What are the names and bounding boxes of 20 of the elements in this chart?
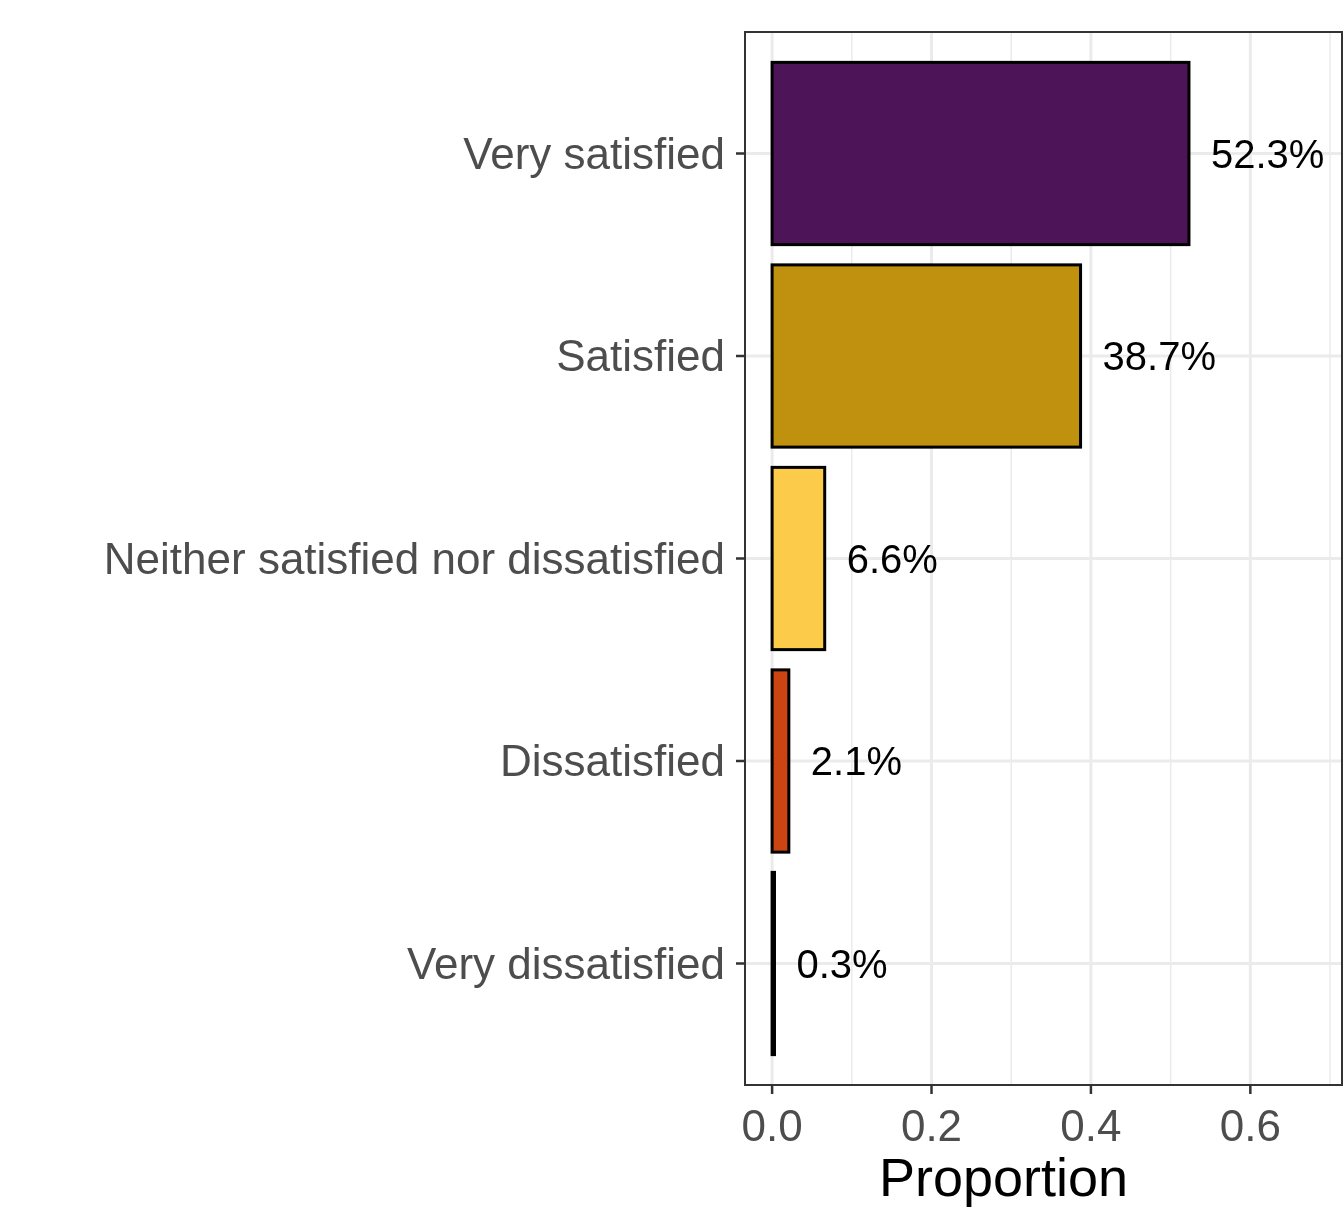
bar [770, 668, 791, 854]
x-tick-label: 0.4 [1060, 1101, 1122, 1150]
y-tick-label: Satisfied [556, 331, 725, 381]
x-tick-label: 0.2 [900, 1101, 963, 1150]
data-label: 38.7% [1102, 334, 1216, 378]
bar [770, 465, 827, 652]
y-tick-label: Very satisfied [463, 128, 725, 178]
y-tick-label: Neither satisfied nor dissatisfied [103, 533, 725, 583]
x-tick-label: 0.6 [1219, 1101, 1281, 1150]
x-tick-label: 0.0 [741, 1101, 803, 1150]
x-axis-title: Proportion [878, 1147, 1129, 1207]
y-tick-label: Very dissatisfied [407, 938, 725, 988]
data-label: 0.3% [796, 941, 888, 986]
data-label: 2.1% [810, 739, 903, 783]
bar [770, 60, 1191, 247]
bar [770, 263, 1083, 449]
bar [770, 870, 776, 1057]
y-tick-label: Dissatisfied [500, 736, 725, 786]
data-label: 6.6% [846, 536, 938, 581]
data-label: 52.3% [1210, 131, 1325, 176]
